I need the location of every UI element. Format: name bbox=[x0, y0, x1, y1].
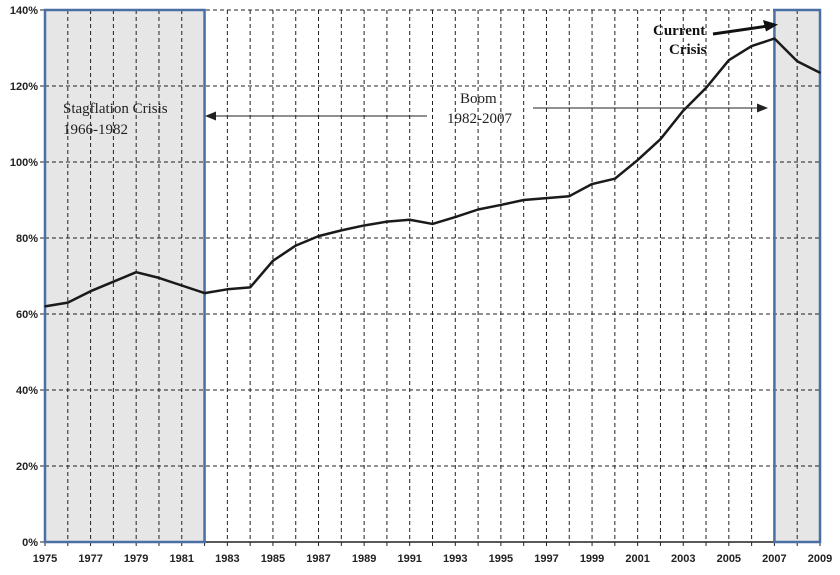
y-tick-label-7: 140% bbox=[10, 5, 38, 17]
data-point-1975 bbox=[44, 305, 46, 308]
data-point-1988 bbox=[340, 229, 343, 232]
data-point-2003 bbox=[682, 109, 685, 112]
shaded-period-borders bbox=[43, 8, 822, 544]
annotation-boom-years: 1982-2007 bbox=[447, 111, 512, 127]
x-tick-label-1993: 1993 bbox=[443, 553, 467, 565]
x-tick-label-1989: 1989 bbox=[352, 553, 376, 565]
data-point-1982 bbox=[203, 292, 206, 294]
y-tick-label-2: 40% bbox=[16, 385, 38, 397]
y-tick-labels: 0% 20% 40% 60% 80% 100% 120% 140% bbox=[10, 5, 38, 549]
data-point-1986 bbox=[294, 244, 297, 247]
data-point-1979 bbox=[135, 271, 137, 274]
data-point-1996 bbox=[522, 199, 525, 201]
data-point-1997 bbox=[545, 197, 548, 199]
x-tick-label-1987: 1987 bbox=[306, 553, 330, 565]
x-tick-label-1995: 1995 bbox=[489, 553, 513, 565]
x-tick-label-2007: 2007 bbox=[762, 553, 786, 565]
annotation-stagflation: Stagflation Crisis 1966-1982 bbox=[63, 101, 168, 138]
x-tick-label-2001: 2001 bbox=[625, 553, 649, 565]
data-point-2002 bbox=[659, 138, 662, 140]
series-group bbox=[44, 37, 821, 308]
x-tick-label-2009: 2009 bbox=[808, 553, 832, 565]
data-point-1983 bbox=[226, 288, 229, 291]
data-point-1992 bbox=[431, 223, 434, 225]
data-point-1984 bbox=[249, 286, 251, 289]
shaded-period-border-0 bbox=[43, 8, 206, 544]
boom-arrow-right-head bbox=[757, 103, 768, 113]
x-tick-label-1999: 1999 bbox=[580, 553, 604, 565]
data-point-2008 bbox=[796, 60, 799, 63]
shaded-period-border-1 bbox=[773, 8, 822, 544]
data-point-2004 bbox=[705, 87, 707, 89]
data-point-1980 bbox=[158, 277, 160, 279]
data-point-2007 bbox=[773, 37, 776, 40]
y-tick-label-3: 60% bbox=[16, 309, 38, 321]
data-point-1978 bbox=[112, 280, 115, 283]
x-tick-label-1985: 1985 bbox=[261, 553, 285, 565]
data-point-1994 bbox=[477, 208, 479, 211]
x-tick-label-1997: 1997 bbox=[534, 553, 558, 565]
annotation-current-subtitle: Crisis bbox=[669, 42, 707, 58]
data-point-1985 bbox=[272, 260, 274, 262]
data-point-2009 bbox=[819, 71, 821, 74]
x-tick-label-2005: 2005 bbox=[717, 553, 741, 565]
x-tick-label-1975: 1975 bbox=[33, 553, 57, 565]
data-point-1976 bbox=[66, 301, 69, 304]
data-point-2001 bbox=[636, 159, 639, 161]
x-tick-label-1977: 1977 bbox=[78, 553, 102, 565]
annotation-boom-title: Boom bbox=[460, 91, 497, 107]
x-tick-labels: 1975 1977 1979 1981 1983 1985 1987 1989 1991 1993… bbox=[33, 553, 832, 565]
boom-arrow-left-head bbox=[205, 111, 216, 121]
y-tick-label-1: 20% bbox=[16, 461, 38, 473]
data-point-2005 bbox=[728, 59, 730, 61]
x-tick-label-1983: 1983 bbox=[215, 553, 239, 565]
data-point-1987 bbox=[317, 235, 320, 237]
data-point-1993 bbox=[454, 216, 457, 218]
data-point-2000 bbox=[614, 177, 616, 180]
data-point-1981 bbox=[180, 284, 183, 287]
current-arrow-line bbox=[712, 24, 769, 36]
data-point-1990 bbox=[386, 220, 388, 223]
data-point-1989 bbox=[363, 224, 365, 227]
annotation-current: Current Crisis bbox=[653, 20, 778, 58]
annotation-boom: Boom 1982-2007 bbox=[205, 91, 768, 127]
annotation-current-title: Current bbox=[653, 23, 705, 39]
data-point-1991 bbox=[408, 218, 411, 221]
x-tick-label-1991: 1991 bbox=[397, 553, 421, 565]
y-tick-label-4: 80% bbox=[16, 233, 38, 245]
data-point-1995 bbox=[500, 204, 502, 206]
x-tick-label-2003: 2003 bbox=[671, 553, 695, 565]
data-point-1977 bbox=[89, 290, 92, 293]
y-tick-label-0: 0% bbox=[22, 537, 38, 549]
x-tick-label-1979: 1979 bbox=[124, 553, 148, 565]
current-arrow-head bbox=[763, 20, 778, 32]
annotation-stagflation-years: 1966-1982 bbox=[63, 122, 128, 138]
y-tick-label-5: 100% bbox=[10, 157, 38, 169]
data-point-1998 bbox=[568, 195, 571, 197]
data-point-2006 bbox=[750, 45, 753, 47]
y-tick-label-6: 120% bbox=[10, 81, 38, 93]
data-point-1999 bbox=[591, 183, 593, 185]
x-tick-label-1981: 1981 bbox=[170, 553, 194, 565]
annotation-stagflation-title: Stagflation Crisis bbox=[63, 101, 168, 117]
